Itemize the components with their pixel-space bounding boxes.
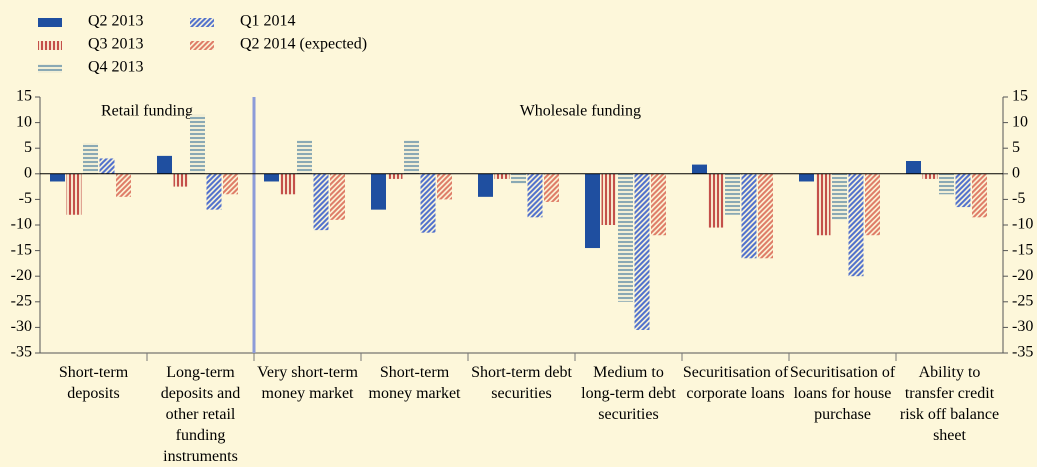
bar <box>173 173 189 187</box>
x-tick-label: Medium to long-term debt securities <box>581 364 676 423</box>
bar <box>437 173 452 200</box>
bar <box>371 173 386 210</box>
y-tick-label: -10 <box>11 216 32 233</box>
legend-swatch <box>38 41 62 50</box>
annotation: Wholesale funding <box>520 103 641 120</box>
bar <box>494 173 510 179</box>
y-tick-label: -20 <box>11 267 32 284</box>
bar <box>585 173 600 249</box>
bar <box>741 173 757 259</box>
y-tick-label: 15 <box>16 88 32 105</box>
bar <box>758 173 773 259</box>
bar <box>939 173 954 195</box>
x-tick-label: Securitisation of corporate loans <box>682 364 789 402</box>
bar <box>601 173 617 225</box>
y2-tick-label: -20 <box>1012 267 1033 284</box>
y2-tick-label: 5 <box>1012 139 1020 156</box>
bar <box>387 173 403 179</box>
annotation: Retail funding <box>101 103 193 120</box>
bar <box>708 173 724 228</box>
y-tick-label: 0 <box>24 164 32 181</box>
y2-tick-label: 15 <box>1012 88 1028 105</box>
bar <box>906 161 921 174</box>
legend-label: Q4 2013 <box>88 59 144 76</box>
bar <box>206 173 222 210</box>
legend-label: Q2 2013 <box>88 13 144 30</box>
x-tick-label: Long-term deposits and other retail fund… <box>160 364 241 465</box>
bar <box>725 173 740 215</box>
bar <box>955 173 971 208</box>
bar <box>157 155 172 174</box>
y-tick-label: -30 <box>11 318 32 335</box>
legend-swatch <box>38 64 62 73</box>
x-tick-label: Securitisation of loans for house purcha… <box>789 364 896 423</box>
bar <box>420 173 436 233</box>
bar <box>313 173 329 231</box>
bar <box>618 173 633 302</box>
bar <box>848 173 864 277</box>
x-tick-label: Short-term debt securities <box>471 364 572 402</box>
bar <box>404 140 419 174</box>
y-tick-label: -35 <box>11 344 32 361</box>
bar <box>99 158 115 174</box>
y-tick-label: -15 <box>11 241 32 258</box>
y2-tick-label: -30 <box>1012 318 1033 335</box>
y2-tick-label: 0 <box>1012 164 1020 181</box>
bar <box>922 173 938 179</box>
bar <box>190 114 205 174</box>
bar <box>865 173 880 236</box>
bar <box>116 173 131 197</box>
y2-tick-label: -5 <box>1012 190 1025 207</box>
bar <box>511 173 526 185</box>
legend-swatch <box>190 41 214 50</box>
x-tick-label: Ability to transfer credit risk off bala… <box>899 364 1000 444</box>
y2-tick-label: -25 <box>1012 292 1033 309</box>
y2-tick-label: -15 <box>1012 241 1033 258</box>
y2-tick-label: -35 <box>1012 344 1033 361</box>
bar <box>330 173 345 220</box>
legend-swatch <box>38 18 62 27</box>
bar <box>832 173 847 220</box>
x-tick-label: Short-term deposits <box>58 364 129 402</box>
y-tick-label: -5 <box>19 190 32 207</box>
bar <box>50 173 65 182</box>
legend-label: Q2 2014 (expected) <box>240 36 367 53</box>
legend-label: Q1 2014 <box>240 13 296 30</box>
bar <box>634 173 650 330</box>
bar <box>651 173 666 236</box>
x-tick-label: Short-term money market <box>368 364 461 402</box>
bar <box>478 173 493 197</box>
bar <box>972 173 987 218</box>
y-tick-label: 10 <box>16 113 32 130</box>
bar <box>527 173 543 218</box>
bar <box>297 140 312 174</box>
y2-tick-label: -10 <box>1012 216 1033 233</box>
bar <box>692 164 707 174</box>
x-tick-label: Very short-term money market <box>257 364 358 402</box>
bar <box>544 173 559 202</box>
bar <box>66 173 82 215</box>
bar <box>280 173 296 195</box>
y-tick-label: 5 <box>24 139 32 156</box>
y-tick-label: -25 <box>11 292 32 309</box>
legend-swatch <box>190 18 214 27</box>
y2-tick-label: 10 <box>1012 113 1028 130</box>
bar <box>799 173 814 182</box>
bar <box>264 173 279 182</box>
bar <box>83 143 98 174</box>
legend-label: Q3 2013 <box>88 36 144 53</box>
bar <box>815 173 831 236</box>
bar <box>223 173 238 195</box>
